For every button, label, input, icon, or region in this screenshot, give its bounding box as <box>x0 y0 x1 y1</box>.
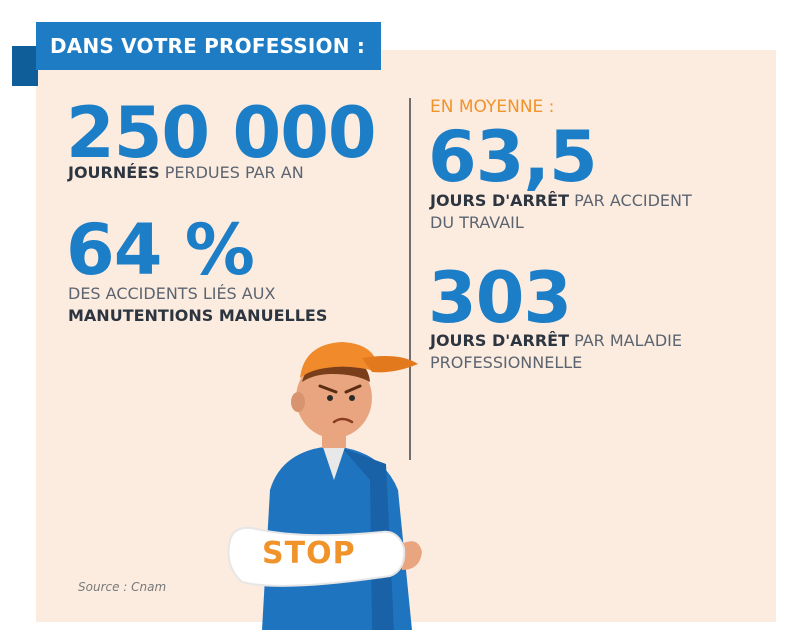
stat-lost-days-value: 250 000 <box>66 92 377 174</box>
stat-accident-days-value: 63,5 <box>428 116 598 198</box>
stat-accident-days-rest: PAR ACCIDENT <box>569 191 692 210</box>
stat-accident-days-line2: DU TRAVAIL <box>430 212 524 232</box>
source-note: Source : Cnam <box>78 580 167 594</box>
content-panel <box>36 50 776 622</box>
stat-accidents-percent-value: 64 % <box>66 209 255 291</box>
cast-stop-label: STOP <box>262 536 356 571</box>
stat-disease-days-rest: PAR MALADIE <box>569 331 682 350</box>
stat-lost-days-rest: PERDUES PAR AN <box>159 163 304 182</box>
stat-accident-days-bold: JOURS D'ARRÊT <box>430 191 570 210</box>
stat-accidents-bold: MANUTENTIONS MANUELLES <box>68 305 328 325</box>
stat-accident-days-label: JOURS D'ARRÊT PAR ACCIDENT DU TRAVAIL <box>430 190 692 233</box>
banner-fold <box>12 46 38 86</box>
stat-accidents-percent-label: DES ACCIDENTS LIÉS AUX MANUTENTIONS MANU… <box>68 283 327 326</box>
banner-title: DANS VOTRE PROFESSION : <box>50 34 366 58</box>
stat-disease-days-label: JOURS D'ARRÊT PAR MALADIE PROFESSIONNELL… <box>430 330 682 373</box>
header-banner: DANS VOTRE PROFESSION : <box>36 22 382 70</box>
stat-accidents-line1: DES ACCIDENTS LIÉS AUX <box>68 284 276 303</box>
stat-disease-days-bold: JOURS D'ARRÊT <box>430 331 570 350</box>
injured-worker-illustration <box>227 342 422 630</box>
stat-disease-days-value: 303 <box>428 257 572 339</box>
stat-lost-days-label: JOURNÉES PERDUES PAR AN <box>68 162 304 184</box>
stat-lost-days-bold: JOURNÉES <box>68 163 160 182</box>
column-divider <box>409 98 411 460</box>
stat-disease-days-line2: PROFESSIONNELLE <box>430 352 583 372</box>
average-kicker: EN MOYENNE : <box>430 97 555 117</box>
